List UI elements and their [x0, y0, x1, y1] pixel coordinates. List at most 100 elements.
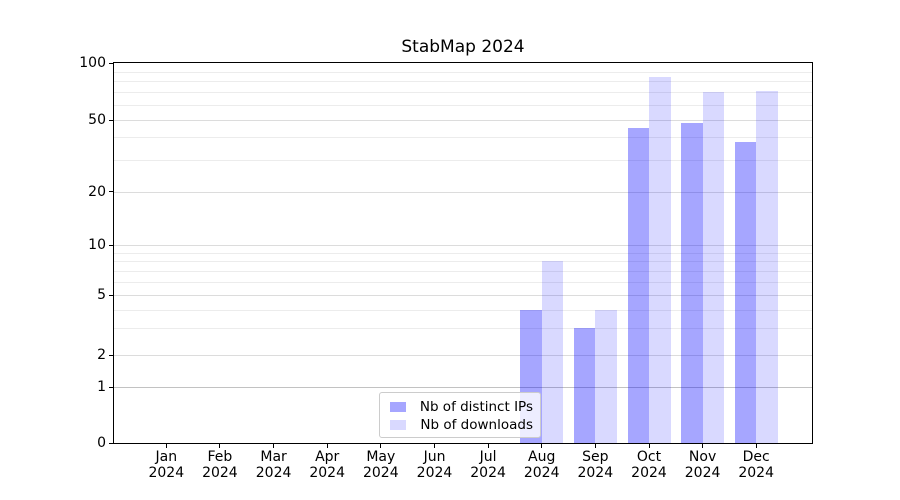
gridline-minor	[114, 271, 812, 272]
x-tick-label: Sep 2024	[563, 449, 627, 481]
legend-label-distinct-ips: Nb of distinct IPs	[419, 398, 533, 415]
x-tick-year: 2024	[738, 464, 774, 481]
gridline-major	[114, 120, 812, 121]
gridline-major	[114, 355, 812, 356]
x-axis-tick	[326, 444, 328, 448]
y-tick-label: 0	[97, 435, 106, 451]
x-axis-tick	[487, 444, 489, 448]
bar-downloads-oct	[649, 77, 671, 443]
x-axis-tick	[594, 444, 596, 448]
x-tick-month: Apr	[315, 449, 340, 465]
gridline-major	[114, 295, 812, 296]
x-axis-tick	[541, 444, 543, 448]
x-axis-tick	[755, 444, 757, 448]
x-axis-tick	[648, 444, 650, 448]
x-tick-month: Feb	[207, 449, 233, 465]
x-tick-month: Jul	[479, 449, 497, 465]
x-tick-month: Mar	[260, 449, 287, 465]
x-tick-label: Dec 2024	[724, 449, 788, 481]
bar-downloads-nov	[702, 92, 725, 443]
plot-area	[113, 62, 813, 444]
x-tick-year: 2024	[255, 464, 292, 481]
x-tick-year: 2024	[684, 464, 721, 481]
legend-swatch-distinct-ips	[390, 401, 406, 412]
gridline-minor	[114, 253, 812, 254]
gridline-major	[114, 387, 812, 388]
x-tick-year: 2024	[309, 464, 345, 481]
x-axis-tick	[273, 444, 275, 448]
x-tick-label: Jul 2024	[456, 449, 520, 481]
gridline-minor	[114, 81, 812, 82]
y-axis-tick	[109, 191, 113, 193]
y-tick-label: 50	[88, 112, 106, 128]
x-tick-label: Nov 2024	[671, 449, 735, 481]
x-tick-year: 2024	[470, 464, 506, 481]
bar-distinct-ips-oct	[627, 128, 649, 443]
x-tick-month: Jan	[155, 449, 178, 465]
y-tick-label: 10	[88, 237, 106, 253]
gridline-major	[114, 192, 812, 193]
x-tick-month: Sep	[582, 449, 609, 465]
x-tick-month: Aug	[528, 449, 556, 465]
x-tick-month: May	[366, 449, 396, 465]
x-tick-year: 2024	[416, 464, 453, 481]
gridline-minor	[114, 282, 812, 283]
x-tick-year: 2024	[362, 464, 399, 481]
y-tick-label: 5	[97, 287, 106, 303]
x-tick-year: 2024	[631, 464, 667, 481]
x-tick-label: Oct 2024	[617, 449, 681, 481]
x-tick-year: 2024	[577, 464, 614, 481]
gridline-minor	[114, 328, 812, 329]
x-tick-month: Nov	[688, 449, 717, 465]
x-tick-year: 2024	[148, 464, 185, 481]
x-tick-year: 2024	[202, 464, 238, 481]
bar-distinct-ips-dec	[734, 141, 757, 443]
x-tick-label: Aug 2024	[510, 449, 574, 481]
x-tick-label: Apr 2024	[295, 449, 359, 481]
x-axis-tick	[434, 444, 435, 448]
legend-swatch-downloads	[390, 420, 407, 430]
x-tick-month: Dec	[742, 449, 770, 465]
legend-item-downloads: Nb of downloads	[387, 416, 533, 434]
y-tick-label: 1	[97, 379, 106, 396]
gridline-minor	[114, 105, 812, 106]
bar-downloads-aug	[541, 261, 564, 443]
y-axis-tick	[109, 386, 113, 388]
bar-distinct-ips-nov	[681, 123, 703, 443]
chart-title: StabMap 2024	[401, 37, 525, 57]
x-tick-label: May 2024	[349, 449, 413, 481]
x-tick-year: 2024	[523, 464, 560, 481]
y-tick-label: 100	[79, 55, 106, 71]
x-tick-month: Oct	[636, 449, 662, 465]
gridline-minor	[114, 92, 812, 93]
y-axis-tick	[109, 354, 113, 356]
y-tick-label: 20	[88, 183, 106, 200]
x-tick-label: Mar 2024	[242, 449, 306, 481]
gridline-minor	[114, 137, 812, 138]
x-axis-tick	[219, 444, 221, 448]
gridline-minor	[114, 310, 812, 311]
x-tick-label: Jan 2024	[134, 449, 198, 481]
bar-distinct-ips-sep	[573, 328, 596, 443]
gridline-minor	[114, 261, 812, 262]
x-tick-month: Jun	[423, 449, 446, 465]
bar-downloads-sep	[595, 309, 617, 443]
y-axis-tick	[109, 442, 113, 444]
x-axis-tick	[380, 444, 382, 448]
y-axis-tick	[109, 62, 113, 64]
x-tick-label: Feb 2024	[188, 449, 252, 481]
gridline-minor	[114, 160, 812, 161]
legend: Nb of distinct IPs Nb of downloads	[379, 392, 541, 438]
legend-label-downloads: Nb of downloads	[420, 417, 533, 433]
y-axis-tick	[109, 294, 113, 296]
y-tick-label: 2	[97, 347, 106, 363]
x-axis-tick	[702, 444, 704, 448]
gridline-major	[114, 245, 812, 246]
x-tick-label: Jun 2024	[403, 449, 467, 481]
y-axis-tick	[109, 244, 113, 246]
gridline-minor	[114, 72, 812, 73]
bar-downloads-dec	[756, 91, 778, 443]
legend-item-distinct-ips: Nb of distinct IPs	[387, 398, 533, 416]
x-axis-tick	[165, 444, 167, 448]
